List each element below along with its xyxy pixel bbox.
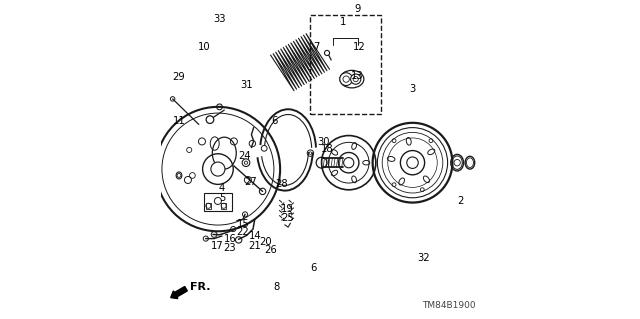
- Text: 7: 7: [314, 42, 320, 52]
- Bar: [206, 203, 211, 209]
- Text: 23: 23: [224, 243, 236, 253]
- Text: 10: 10: [198, 42, 211, 52]
- Text: 19: 19: [281, 204, 294, 214]
- Text: 16: 16: [223, 234, 236, 244]
- Circle shape: [454, 160, 460, 166]
- Text: 5: 5: [219, 193, 225, 204]
- Text: 29: 29: [172, 72, 185, 82]
- Text: 28: 28: [275, 179, 288, 189]
- Text: 27: 27: [244, 177, 257, 187]
- Bar: [221, 203, 226, 209]
- Text: 4: 4: [219, 183, 225, 193]
- Text: 11: 11: [173, 115, 186, 126]
- Text: 26: 26: [264, 245, 276, 255]
- Text: 31: 31: [240, 80, 253, 91]
- Circle shape: [407, 157, 419, 168]
- Circle shape: [206, 116, 214, 123]
- Bar: [310, 15, 381, 114]
- Text: 14: 14: [248, 231, 261, 241]
- Circle shape: [351, 74, 361, 84]
- Text: 17: 17: [211, 241, 223, 251]
- Text: 8: 8: [273, 282, 280, 292]
- Text: 6: 6: [310, 263, 317, 273]
- Text: 13: 13: [351, 71, 364, 81]
- Text: 30: 30: [317, 137, 330, 147]
- Text: 20: 20: [259, 237, 272, 248]
- Circle shape: [324, 50, 330, 56]
- Text: 22: 22: [236, 227, 249, 237]
- Text: 33: 33: [213, 13, 226, 24]
- Circle shape: [344, 158, 354, 168]
- Circle shape: [340, 73, 353, 85]
- Text: FR.: FR.: [190, 282, 211, 292]
- Circle shape: [211, 162, 225, 176]
- FancyArrow shape: [171, 286, 188, 299]
- Text: 3: 3: [410, 84, 415, 94]
- Text: 32: 32: [417, 253, 429, 263]
- Text: 12: 12: [353, 42, 366, 52]
- Text: TM84B1900: TM84B1900: [422, 301, 476, 310]
- Text: 15: 15: [236, 219, 249, 229]
- Bar: [204, 193, 232, 211]
- Text: 9: 9: [355, 4, 361, 14]
- Text: 18: 18: [321, 144, 334, 154]
- Text: 1: 1: [340, 17, 346, 27]
- Text: 6: 6: [271, 116, 277, 126]
- Text: 24: 24: [238, 151, 250, 161]
- Text: 25: 25: [281, 212, 294, 223]
- Text: 2: 2: [457, 196, 463, 206]
- Text: 21: 21: [248, 241, 261, 251]
